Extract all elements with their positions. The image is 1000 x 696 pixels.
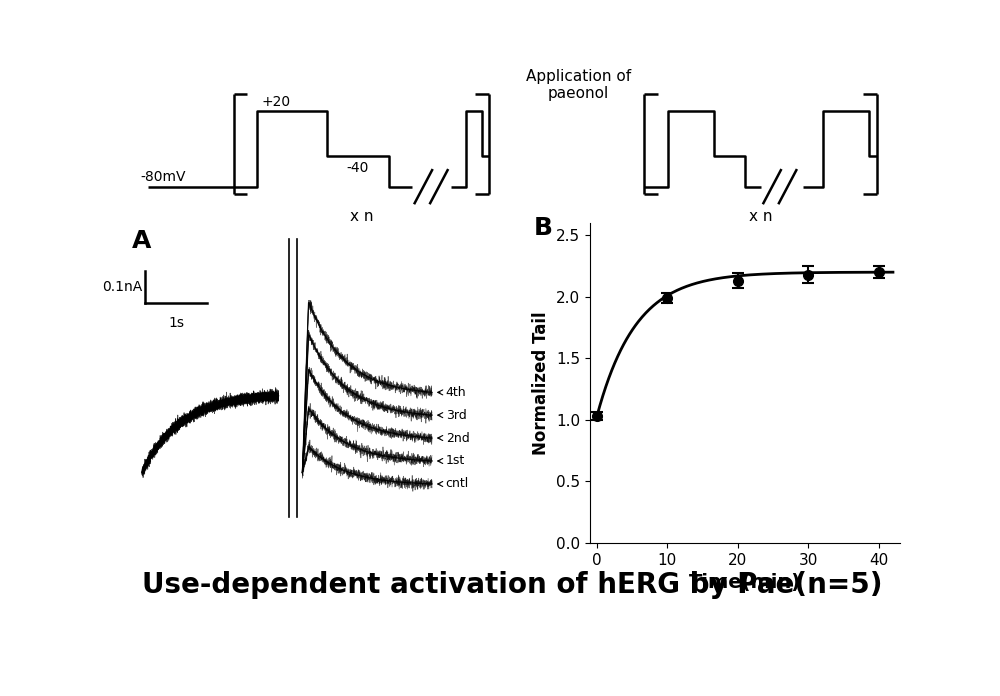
Text: Use-dependent activation of hERG by Pae(n=5): Use-dependent activation of hERG by Pae(…	[142, 571, 883, 599]
Text: 0.1nA: 0.1nA	[102, 280, 142, 294]
Text: 4th: 4th	[438, 386, 466, 399]
Text: 3rd: 3rd	[438, 409, 466, 422]
Text: A: A	[132, 229, 151, 253]
Text: cntl: cntl	[438, 477, 469, 491]
Y-axis label: Normalized Tail: Normalized Tail	[532, 311, 550, 454]
Text: -40: -40	[346, 161, 369, 175]
Text: x n: x n	[749, 209, 772, 224]
Text: 1st: 1st	[438, 454, 465, 468]
Text: 2nd: 2nd	[438, 432, 469, 445]
X-axis label: Time(min): Time(min)	[689, 574, 801, 592]
Text: -80mV: -80mV	[140, 170, 186, 184]
Text: Application of
paeonol: Application of paeonol	[526, 69, 631, 101]
Text: B: B	[534, 216, 553, 240]
Text: 1s: 1s	[168, 316, 184, 330]
Text: +20: +20	[262, 95, 291, 109]
Text: x n: x n	[350, 209, 373, 224]
